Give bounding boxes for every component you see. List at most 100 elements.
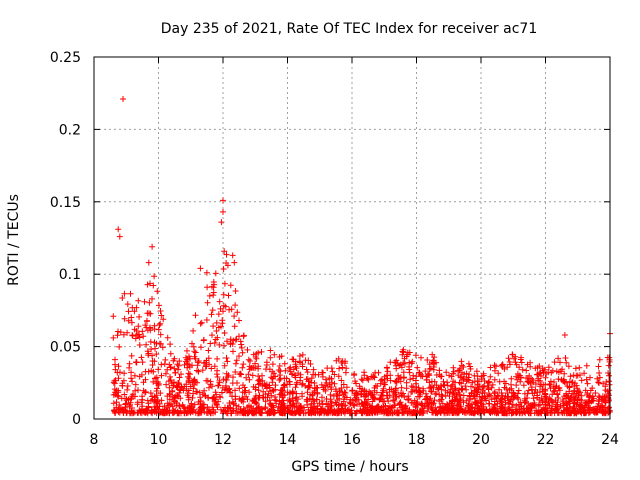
data-point [189, 340, 195, 347]
data-point [486, 408, 493, 415]
data-point [227, 341, 234, 348]
data-point [157, 340, 164, 347]
data-point [535, 377, 542, 384]
data-point [572, 365, 579, 372]
data-point [471, 395, 478, 402]
data-point [281, 381, 288, 388]
data-point [405, 397, 411, 403]
data-point [412, 404, 419, 411]
data-point [565, 409, 572, 416]
data-point [156, 400, 163, 407]
data-point [371, 396, 378, 403]
data-point [458, 386, 465, 393]
data-point [521, 409, 528, 415]
data-point [341, 360, 348, 367]
data-point [253, 405, 260, 412]
data-point [211, 363, 218, 370]
data-point [116, 343, 123, 350]
data-point [293, 400, 300, 406]
data-point [223, 251, 230, 258]
data-point [342, 390, 349, 396]
data-point [385, 410, 392, 417]
data-point [113, 399, 120, 406]
data-point [469, 404, 476, 411]
data-point [153, 388, 160, 394]
data-point [385, 398, 392, 405]
data-point [253, 350, 260, 357]
data-point [125, 396, 132, 403]
data-point [387, 377, 394, 384]
data-point [185, 370, 192, 377]
data-point [269, 368, 276, 375]
data-point [115, 226, 122, 233]
data-point [542, 381, 549, 388]
data-point [454, 402, 461, 408]
data-point [128, 352, 135, 359]
data-point [565, 363, 572, 370]
data-point [289, 395, 296, 402]
data-point [431, 378, 438, 385]
data-point [209, 383, 215, 390]
data-point [224, 358, 231, 365]
axis-ticks [93, 56, 611, 420]
data-point [318, 406, 325, 413]
data-point [286, 381, 293, 388]
data-point [145, 404, 152, 411]
data-point [362, 393, 369, 400]
data-point [581, 370, 588, 377]
data-point [433, 372, 440, 378]
data-point [243, 374, 250, 381]
data-point [139, 359, 146, 366]
data-point [221, 362, 228, 369]
data-point [449, 397, 456, 404]
data-point [214, 355, 221, 362]
data-point [410, 372, 417, 379]
data-point [267, 409, 274, 416]
data-point [328, 386, 335, 393]
y-tick-label: 0 [72, 412, 81, 428]
data-point [189, 362, 195, 369]
data-point [314, 409, 321, 416]
data-point [438, 373, 445, 380]
data-point [157, 308, 164, 314]
data-point [225, 292, 232, 299]
data-point [595, 379, 602, 386]
data-point [210, 289, 217, 296]
data-point [231, 313, 238, 320]
data-point [140, 379, 147, 386]
data-point [440, 407, 447, 414]
data-point [426, 372, 433, 379]
data-point [420, 387, 427, 394]
data-point [339, 364, 346, 371]
data-point [191, 401, 198, 408]
data-point [542, 374, 549, 381]
data-point [167, 373, 173, 380]
data-point [232, 360, 239, 367]
data-point [530, 395, 537, 402]
data-point [517, 378, 524, 385]
data-point [142, 388, 149, 395]
x-tick-label: 20 [472, 432, 490, 448]
data-point [150, 378, 157, 385]
data-point [250, 351, 257, 358]
data-point [157, 390, 164, 397]
data-point [123, 400, 129, 407]
data-point [577, 389, 584, 396]
data-point [446, 400, 453, 407]
data-point [223, 355, 230, 361]
data-point [384, 375, 391, 382]
data-point [216, 298, 223, 305]
data-point [297, 359, 303, 366]
x-tick-label: 10 [150, 432, 168, 448]
data-point [434, 386, 441, 393]
data-point [220, 291, 227, 298]
data-point [569, 390, 576, 397]
data-point [215, 382, 222, 389]
data-point [602, 383, 609, 390]
data-point [234, 380, 240, 386]
data-point [149, 243, 156, 250]
data-point [232, 387, 238, 394]
data-point [176, 374, 183, 381]
data-point [567, 373, 574, 380]
data-point [526, 406, 533, 413]
